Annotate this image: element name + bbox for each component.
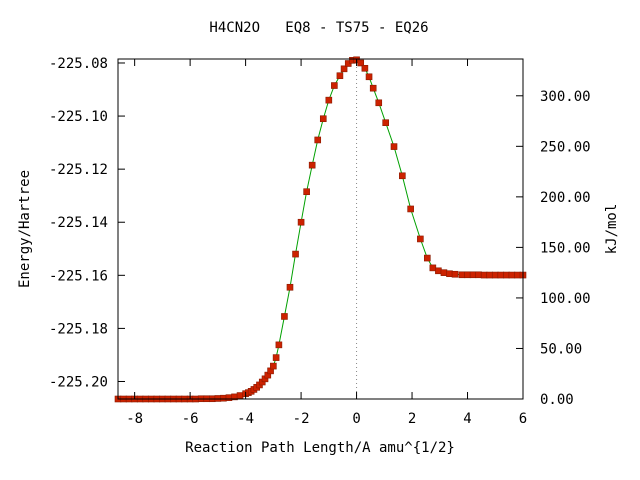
data-point	[319, 115, 327, 123]
data-point	[314, 136, 322, 144]
x-tick-label: 0	[352, 411, 360, 427]
data-point	[423, 254, 431, 262]
data-point	[514, 271, 521, 279]
data-point	[369, 84, 377, 92]
data-point	[325, 96, 333, 104]
data-point	[451, 270, 459, 278]
axis-layer: -8 -6 -4 -2 0 2 4 6 -225.08 -225.10 -225.12 -225.14…	[49, 56, 591, 427]
data-point	[270, 362, 277, 370]
data-point	[382, 119, 389, 127]
data-point	[475, 271, 482, 279]
data-point	[390, 143, 398, 150]
y-axis-label: Energy/Hartree	[17, 170, 33, 288]
y2-tick-label: 50.00	[540, 341, 582, 357]
data-point	[417, 235, 424, 243]
data-point	[281, 313, 288, 320]
data-point	[275, 341, 283, 349]
y2-tick-label: 150.00	[540, 240, 591, 256]
data-point	[272, 354, 280, 361]
data-point	[440, 269, 448, 276]
y2-tick-label: 200.00	[540, 190, 591, 206]
data-point	[286, 283, 294, 291]
series-layer	[118, 59, 523, 400]
data-point	[480, 271, 488, 279]
y-tick-label: -225.16	[49, 268, 108, 284]
x-tick-label: 2	[408, 411, 416, 427]
data-point	[236, 392, 244, 399]
plot-frame	[117, 58, 524, 400]
y2-tick-label: 300.00	[540, 89, 591, 105]
data-point	[340, 65, 348, 73]
data-point	[297, 218, 305, 226]
y-tick-label: -225.20	[49, 374, 108, 390]
data-point	[375, 99, 383, 107]
data-point	[429, 264, 437, 272]
y-tick-label: -225.14	[49, 215, 108, 231]
x-tick-label: -6	[182, 411, 199, 427]
data-point	[508, 271, 516, 279]
data-point	[435, 267, 442, 275]
x-axis-label: Reaction Path Length/A amu^{1/2}	[185, 440, 455, 456]
x-tick-label: -4	[237, 411, 254, 427]
data-point	[491, 271, 499, 279]
y-tick-label: -225.18	[49, 321, 108, 337]
y-tick-label: -225.10	[49, 109, 108, 125]
data-point	[308, 161, 316, 169]
data-point	[292, 250, 299, 258]
x-tick-label: 4	[463, 411, 471, 427]
data-point	[361, 64, 369, 72]
chart-title: H4CN2O EQ8 - TS75 - EQ26	[209, 20, 428, 36]
data-point	[486, 271, 494, 279]
data-point	[336, 72, 344, 80]
y-tick-label: -225.12	[49, 162, 108, 178]
data-point	[220, 394, 227, 402]
y2-axis-label: kJ/mol	[604, 204, 620, 255]
x-tick-label: -8	[126, 411, 143, 427]
data-point	[446, 270, 453, 278]
marker-layer	[114, 56, 527, 403]
data-point	[497, 271, 505, 279]
data-point	[331, 82, 338, 89]
y2-tick-label: 250.00	[540, 139, 591, 155]
x-tick-label: 6	[519, 411, 527, 427]
y-tick-label: -225.08	[49, 56, 108, 72]
data-point	[365, 73, 373, 81]
data-point	[303, 188, 310, 196]
data-point	[407, 205, 414, 213]
data-point	[464, 271, 471, 279]
data-point	[503, 271, 510, 279]
data-point	[399, 172, 406, 180]
y2-tick-label: 0.00	[540, 392, 574, 408]
y2-tick-label: 100.00	[540, 291, 591, 307]
data-point	[214, 395, 222, 402]
data-point	[458, 271, 466, 279]
data-point	[357, 59, 365, 67]
x-tick-label: -2	[293, 411, 310, 427]
data-point	[225, 394, 233, 401]
series-line	[118, 59, 523, 400]
data-point	[469, 271, 477, 279]
